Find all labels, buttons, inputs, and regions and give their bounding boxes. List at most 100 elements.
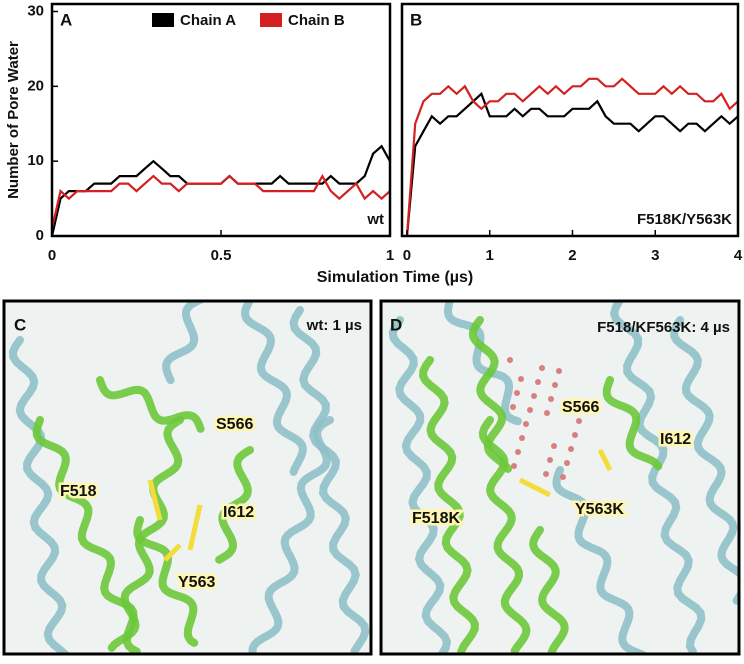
water (564, 460, 570, 466)
molecules (8, 302, 738, 653)
legend-label: Chain B (288, 12, 345, 29)
helix-group (8, 336, 70, 653)
helix (107, 416, 184, 652)
y-axis-label: Number of Pore Water (5, 41, 22, 199)
water (556, 368, 562, 374)
panel-d-frame (379, 299, 741, 656)
helix (248, 416, 334, 653)
x-tick-label: 2 (568, 247, 576, 264)
water (510, 404, 516, 410)
annotation: F518K/Y563K (637, 211, 732, 228)
x-tick-label: 4 (734, 247, 743, 264)
residue-label: Y563 (178, 574, 215, 591)
x-tick-label: 0 (48, 247, 56, 264)
water (548, 396, 554, 402)
water (552, 382, 558, 388)
helix (8, 336, 70, 653)
x-tick-label: 0 (403, 247, 411, 264)
legend-swatch (260, 13, 282, 27)
helix-group (478, 416, 531, 653)
helix (609, 302, 706, 653)
panel-letter: B (410, 10, 422, 29)
helix (552, 466, 648, 653)
side-chain (187, 504, 203, 551)
legend-swatch (152, 13, 174, 27)
y-tick-label: 10 (27, 152, 44, 169)
plot-area (402, 4, 738, 236)
y-tick-label: 20 (27, 77, 44, 94)
x-tick-label: 1 (486, 247, 494, 264)
helix (240, 302, 307, 476)
helix-group (529, 526, 569, 653)
helix-group (289, 306, 370, 653)
helix-group (670, 316, 738, 605)
side-chain (518, 477, 552, 498)
residue-label: I612 (660, 431, 691, 448)
helix (388, 316, 452, 653)
water (535, 379, 541, 385)
x-axis-label: Simulation Time (µs) (317, 269, 474, 286)
residue-label: Y563K (575, 501, 624, 518)
water (514, 390, 520, 396)
water (568, 446, 574, 452)
water (544, 410, 550, 416)
water (543, 471, 549, 477)
helix (133, 516, 199, 647)
helix-group (468, 316, 512, 473)
y-tick-label: 30 (27, 2, 44, 19)
water (539, 365, 545, 371)
helix (529, 526, 569, 653)
water (551, 443, 557, 449)
water (527, 407, 533, 413)
helix-group (133, 516, 199, 647)
water (515, 449, 521, 455)
helix-group (419, 356, 479, 653)
panel-caption: wt: 1 µs (306, 317, 362, 334)
series-line (50, 173, 391, 229)
water (507, 357, 513, 363)
residue-label: F518 (60, 483, 97, 500)
helix-group (240, 302, 307, 476)
x-tick-label: 0.5 (211, 247, 232, 264)
panel-letter: C (14, 315, 26, 334)
helix (602, 376, 663, 471)
side-chain (147, 479, 163, 521)
panel-c-frame (2, 299, 373, 656)
helix (468, 316, 512, 473)
residue-label: S566 (562, 399, 599, 416)
panel-letter: D (390, 315, 402, 334)
water (511, 463, 517, 469)
helix (478, 416, 531, 653)
plot-area (52, 4, 390, 236)
helix (289, 306, 370, 653)
side-chain (163, 543, 182, 562)
helix (670, 316, 738, 605)
x-tick-label: 1 (386, 247, 394, 264)
helix (162, 302, 204, 385)
water (518, 376, 524, 382)
water (547, 457, 553, 463)
residue-label: S566 (216, 416, 253, 433)
helix-group (215, 446, 254, 564)
helix (215, 446, 254, 564)
side-chain (597, 448, 613, 472)
series-line (405, 91, 739, 237)
series-line (405, 77, 739, 237)
annotation: wt (366, 211, 384, 228)
legend-label: Chain A (180, 12, 236, 29)
helix-group (96, 376, 205, 433)
helix-group (388, 316, 452, 653)
helix-group (602, 376, 663, 471)
plot-frame (400, 2, 740, 238)
water (576, 418, 582, 424)
y-tick-label: 0 (36, 227, 44, 244)
water (572, 432, 578, 438)
helix-group (162, 302, 204, 385)
x-tick-label: 3 (651, 247, 659, 264)
helix-group (552, 466, 648, 653)
helix (96, 376, 205, 433)
residue-label: F518K (412, 510, 460, 527)
water (560, 474, 566, 480)
helix (419, 356, 479, 653)
